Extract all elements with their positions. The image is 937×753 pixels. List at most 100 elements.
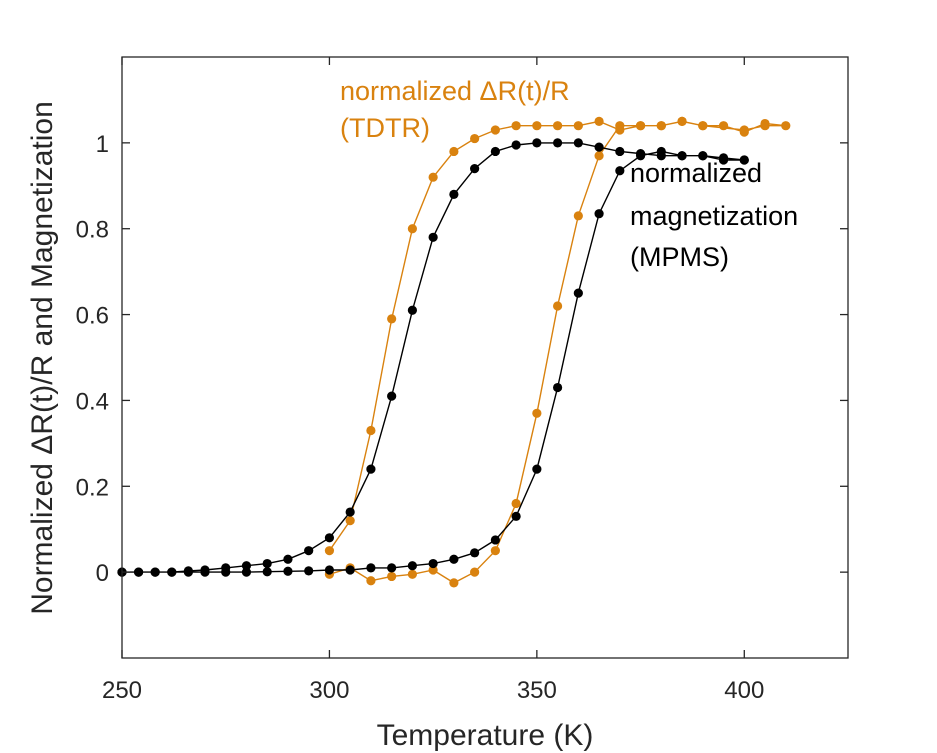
data-point [573, 288, 583, 298]
data-point [718, 121, 729, 131]
x-axis-title: Temperature (K) [377, 719, 594, 752]
data-point [490, 125, 500, 135]
data-point [760, 118, 770, 129]
data-point [449, 578, 459, 588]
data-point [594, 209, 604, 219]
data-point [594, 151, 604, 161]
data-point [573, 138, 583, 148]
data-point [635, 121, 646, 131]
data-point [677, 151, 687, 161]
x-tick-label: 300 [309, 677, 349, 704]
data-point [594, 116, 604, 126]
data-point [428, 565, 438, 575]
data-point [387, 391, 397, 401]
data-point [366, 425, 376, 436]
data-point [698, 121, 708, 131]
data-point [635, 151, 646, 161]
data-point [241, 561, 252, 571]
data-point [532, 408, 542, 418]
data-point [511, 140, 521, 150]
data-point [615, 166, 625, 176]
data-point [739, 155, 749, 165]
y-tick-label: 0.8 [76, 217, 109, 244]
data-point [428, 172, 438, 182]
y-tick-label: 0 [96, 560, 109, 587]
data-point [615, 146, 625, 157]
data-point [532, 464, 542, 474]
data-point [553, 301, 563, 311]
data-point [781, 121, 791, 131]
data-point [407, 224, 417, 234]
y-axis-title: Normalized ΔR(t)/R and Magnetization [26, 101, 59, 615]
data-point [183, 567, 193, 577]
data-point [200, 567, 210, 577]
data-point [449, 189, 459, 199]
data-point [345, 516, 355, 526]
data-point [283, 554, 293, 564]
data-point [387, 314, 397, 324]
data-point [490, 146, 500, 157]
data-point [553, 138, 563, 148]
data-point [387, 571, 397, 582]
data-point [573, 121, 583, 131]
data-point [511, 121, 521, 131]
data-point [304, 566, 314, 576]
x-tick-label: 250 [102, 677, 142, 704]
data-point [262, 567, 272, 577]
data-point [407, 561, 417, 571]
x-tick-label: 400 [724, 677, 764, 704]
data-point [324, 565, 335, 575]
data-point [407, 305, 417, 315]
tdtr-annotation-line-2: (TDTR) [340, 113, 430, 143]
data-point [532, 121, 542, 131]
data-point [150, 567, 160, 577]
data-point [387, 563, 397, 573]
axes [121, 56, 849, 659]
data-point [241, 567, 252, 577]
data-point [262, 558, 272, 569]
data-point [167, 567, 177, 577]
data-point [573, 211, 583, 221]
data-point [594, 142, 604, 152]
mpms-annotation-line-2: magnetization [630, 201, 798, 231]
data-point [511, 498, 521, 509]
data-point [470, 133, 480, 144]
data-point [304, 546, 314, 556]
data-point [366, 464, 376, 474]
data-point [449, 554, 459, 564]
data-point [470, 567, 480, 577]
data-point [133, 567, 144, 577]
data-point [677, 116, 687, 126]
data-point [283, 566, 293, 576]
x-tick-label: 350 [517, 677, 557, 704]
data-point [615, 121, 625, 131]
data-point [511, 511, 521, 521]
y-tick-label: 0.4 [76, 388, 109, 415]
data-point [553, 382, 563, 393]
y-tick-label: 0.2 [76, 474, 109, 501]
y-tick-label: 0.6 [76, 303, 109, 330]
tdtr-annotation-line-1: normalized ΔR(t)/R [340, 76, 570, 106]
mpms-annotation-line-3: (MPMS) [630, 242, 729, 272]
data-point [656, 146, 666, 157]
data-point [345, 565, 355, 575]
data-point [345, 507, 355, 517]
mpms-annotation-line-1: normalized [630, 158, 762, 188]
data-point [366, 563, 376, 573]
data-point [366, 576, 376, 586]
data-point [324, 533, 335, 543]
plot-area [117, 116, 791, 588]
data-point [718, 155, 729, 165]
data-point [428, 232, 438, 242]
data-point [470, 548, 480, 558]
data-point [470, 164, 480, 174]
axes-box [121, 56, 849, 659]
data-point [407, 569, 417, 579]
ticks: 250 300 350 400 0 0.2 0.4 0.6 0.8 1 [76, 57, 848, 704]
data-point [428, 558, 438, 569]
data-point [490, 535, 500, 545]
data-point [656, 121, 666, 131]
data-point [698, 151, 708, 161]
